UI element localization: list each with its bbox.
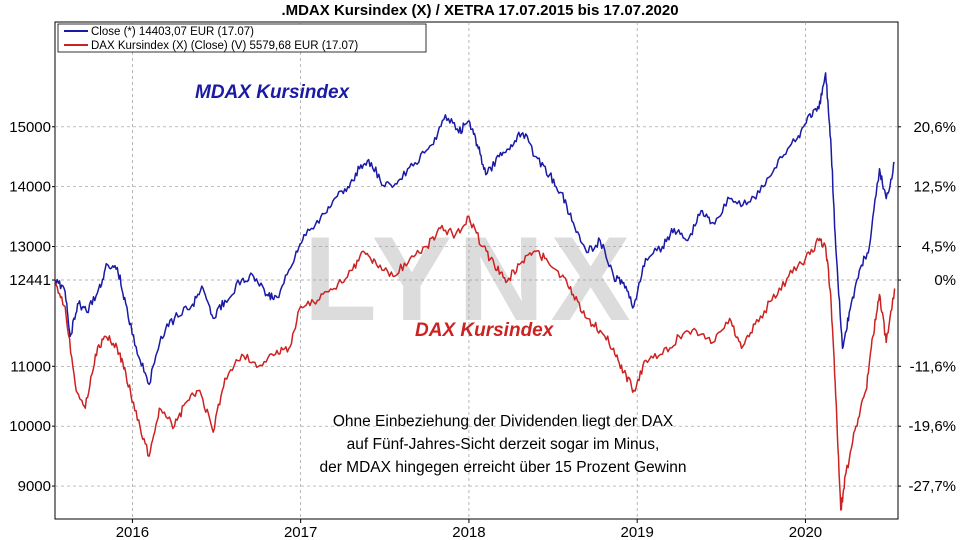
y-right-tick-label: 12,5%	[913, 179, 956, 196]
y-left-tick-label: 14000	[9, 179, 51, 196]
y-left-tick-label: 12441	[9, 272, 51, 289]
legend: Close (*) 14403,07 EUR (17.07) DAX Kursi…	[57, 23, 427, 53]
y-right-tick-label: -11,6%	[910, 358, 956, 375]
annotation-line-2: auf Fünf-Jahres-Sicht derzeit sogar im M…	[347, 436, 660, 453]
mdax-series-line	[54, 72, 895, 386]
y-right-tick-label: -19,6%	[908, 418, 956, 435]
axis-layer: 15000 14000 13000 12441 11000 10000 9000 20,6% 1…	[9, 119, 956, 540]
series-layer	[54, 72, 896, 511]
y-left-tick-label: 15000	[9, 119, 51, 136]
annotation-line-3: der MDAX hingegen erreicht über 15 Proze…	[319, 459, 686, 476]
x-tick-label: 2017	[284, 524, 317, 540]
x-tick-label: 2020	[789, 524, 822, 540]
x-tick-label: 2018	[452, 524, 485, 540]
y-left-tick-label: 11000	[10, 358, 51, 375]
y-right-tick-label: 4,5%	[922, 239, 956, 256]
y-right-tick-label: -27,7%	[908, 478, 956, 495]
y-left-tick-label: 9000	[18, 478, 51, 495]
x-tick-label: 2016	[116, 524, 149, 540]
watermark-lynx: LYNX	[303, 212, 636, 346]
y-left-tick-label: 13000	[9, 239, 51, 256]
dax-series-label: DAX Kursindex	[415, 320, 555, 341]
annotation-line-1: Ohne Einbeziehung der Dividenden liegt d…	[333, 413, 674, 430]
y-left-tick-label: 10000	[9, 418, 51, 435]
annotation: Ohne Einbeziehung der Dividenden liegt d…	[319, 413, 686, 476]
y-right-tick-label: 20,6%	[913, 119, 956, 136]
legend-dax-label: DAX Kursindex (X) (Close) (V) 5579,68 EU…	[91, 40, 358, 52]
mdax-series-label: MDAX Kursindex	[195, 82, 351, 103]
chart-title: .MDAX Kursindex (X) / XETRA 17.07.2015 b…	[281, 2, 678, 19]
plot-frame	[54, 21, 899, 520]
y-right-tick-label: 0%	[934, 272, 956, 289]
grid-layer	[55, 22, 898, 519]
legend-mdax-label: Close (*) 14403,07 EUR (17.07)	[91, 26, 254, 38]
dax-series-line	[54, 215, 896, 511]
x-tick-label: 2019	[621, 524, 654, 540]
legend-frame	[57, 23, 427, 53]
